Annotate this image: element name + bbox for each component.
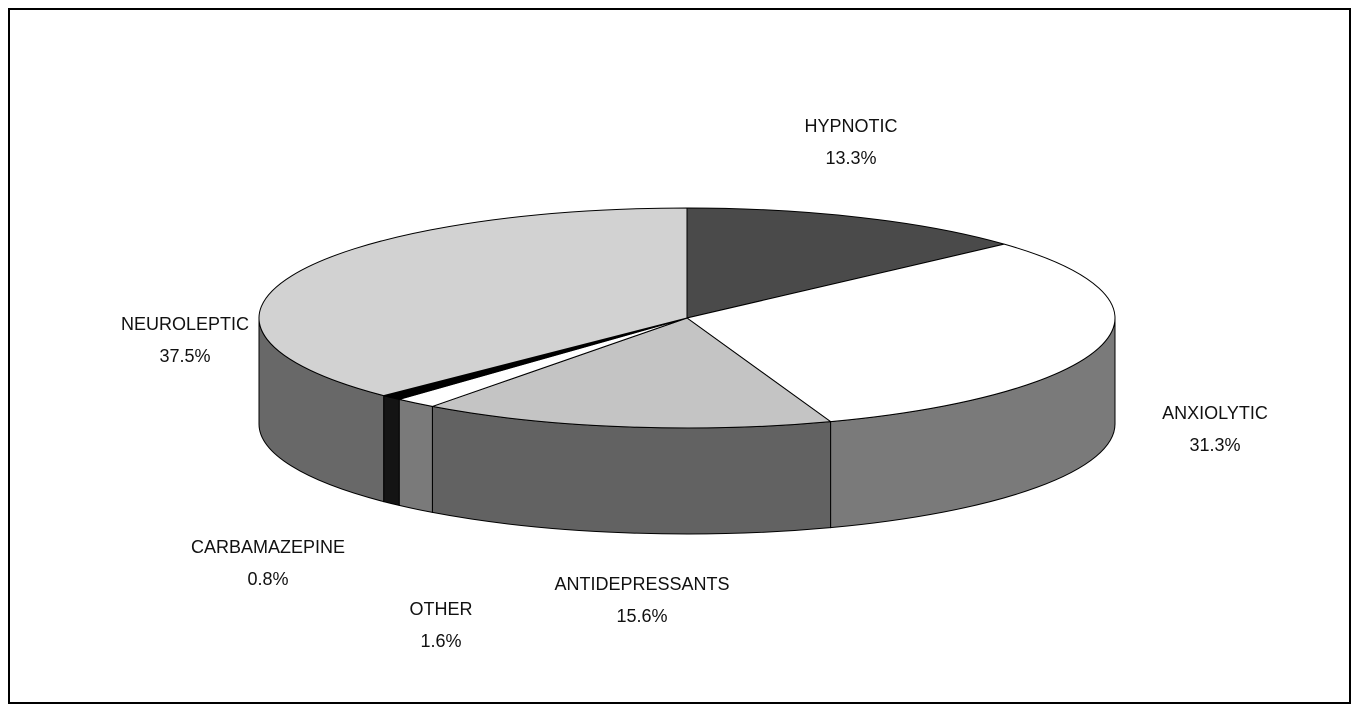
slice-side — [398, 398, 433, 514]
slice-label: OTHER — [410, 599, 473, 619]
slice-label: ANXIOLYTIC — [1162, 403, 1268, 423]
slice-value-label: 15.6% — [616, 606, 667, 626]
slice-label: NEUROLEPTIC — [121, 314, 249, 334]
slice — [685, 243, 1116, 423]
slice-value-label: 31.3% — [1189, 435, 1240, 455]
pie: HYPNOTIC 13.3% ANXIOLYTIC 31.3% ANTIDEPRESSA… — [121, 116, 1268, 651]
slice-value-label: 1.6% — [420, 631, 461, 651]
slice — [430, 317, 832, 429]
slice-value-label: 13.3% — [825, 148, 876, 168]
slice-side — [383, 394, 400, 507]
slice-label: ANTIDEPRESSANTS — [554, 574, 729, 594]
slice — [686, 207, 1005, 319]
slice-label: CARBAMAZEPINE — [191, 537, 345, 557]
slice — [258, 207, 688, 397]
slice-value-label: 0.8% — [247, 569, 288, 589]
slice-value-label: 37.5% — [159, 346, 210, 366]
slice-label: HYPNOTIC — [804, 116, 897, 136]
